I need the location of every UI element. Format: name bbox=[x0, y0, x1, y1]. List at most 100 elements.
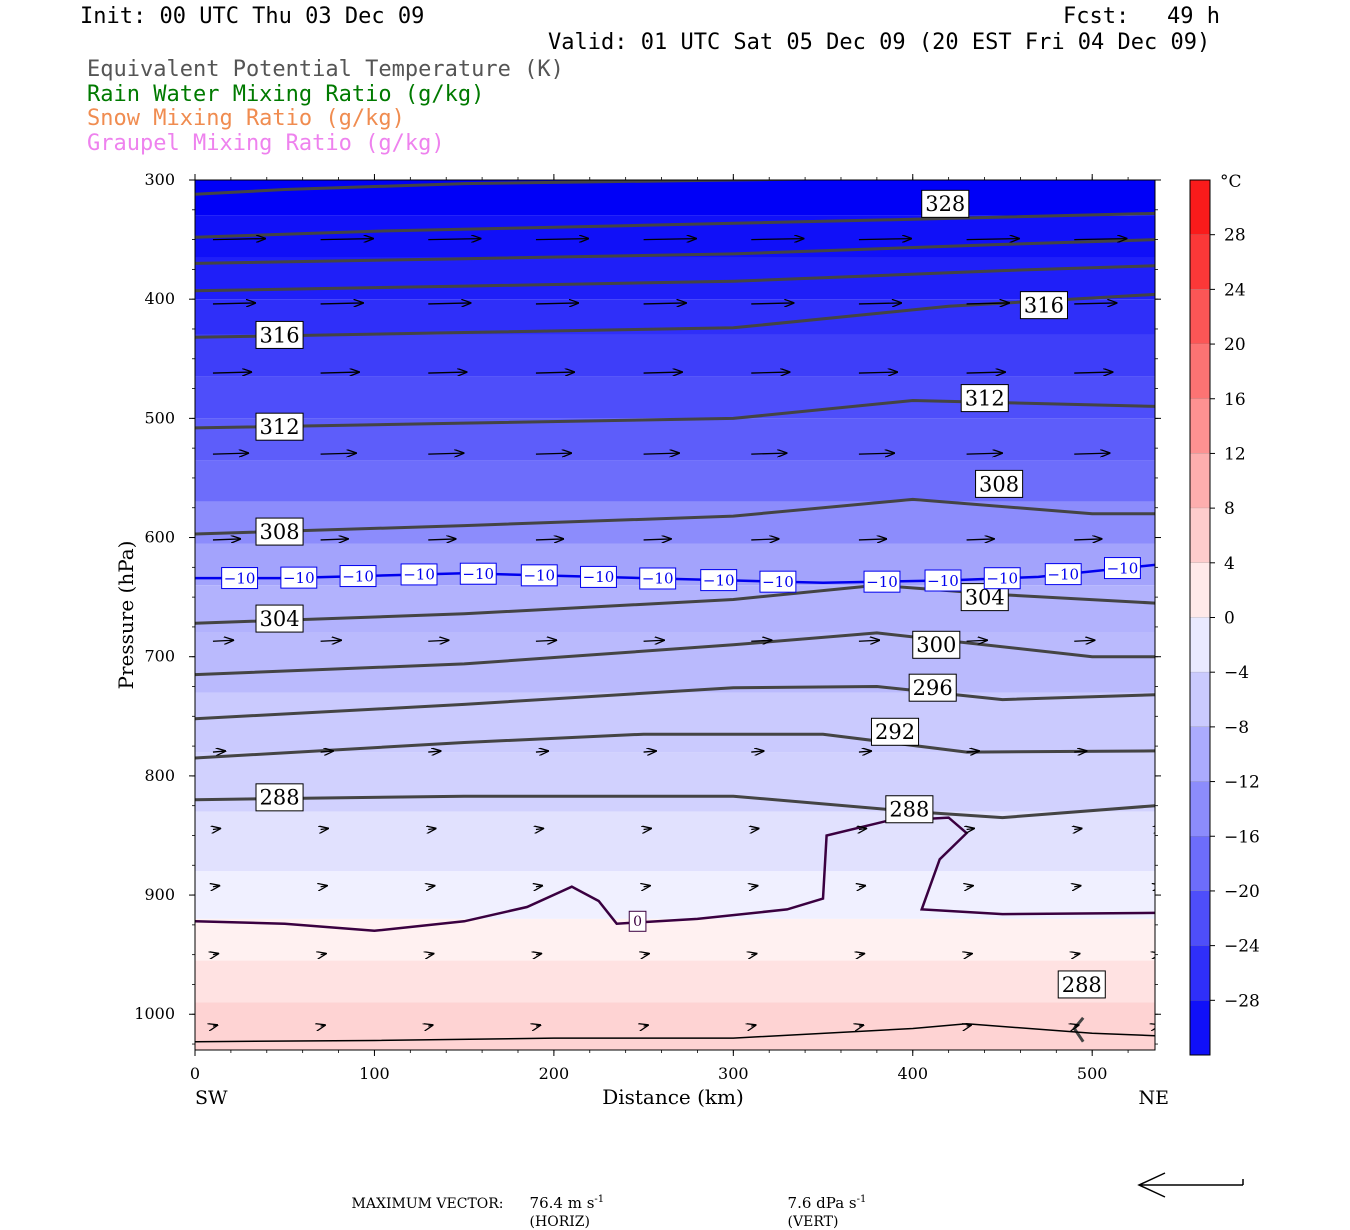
isotherm-minus10-label: −10 bbox=[342, 567, 374, 585]
max-vector-horiz-suffix: (HORIZ) bbox=[529, 1214, 590, 1230]
wind-vector bbox=[751, 954, 756, 955]
isotherm-minus10-label-box bbox=[280, 566, 318, 589]
temperature-band bbox=[195, 334, 1155, 377]
wind-vector bbox=[320, 372, 359, 373]
wind-vector bbox=[644, 1025, 648, 1026]
wind-vector bbox=[966, 453, 1002, 454]
wind-vector bbox=[643, 372, 682, 373]
isotherm-minus10-label: −10 bbox=[283, 569, 315, 587]
theta-e-label-box bbox=[255, 783, 304, 812]
wind-vector bbox=[643, 239, 696, 240]
wind-vector bbox=[1074, 640, 1094, 641]
wind-vector bbox=[643, 539, 671, 540]
temperature-band bbox=[195, 585, 1155, 633]
colorbar-label: −28 bbox=[1224, 991, 1260, 1011]
wind-vector bbox=[858, 303, 901, 304]
wind-vector bbox=[428, 453, 463, 454]
max-vector-vert: 7.6 dPa s-1 (VERT) bbox=[778, 1176, 867, 1230]
wind-vector bbox=[212, 453, 248, 454]
colorbar-segment bbox=[1190, 890, 1210, 946]
wind-vector bbox=[643, 751, 656, 752]
theta-e-contour bbox=[195, 292, 1155, 339]
x-tick-label: 0 bbox=[190, 1064, 200, 1083]
wind-vector bbox=[1074, 1025, 1078, 1026]
theta-e-label-box bbox=[885, 795, 934, 824]
wind-vector bbox=[1074, 751, 1086, 752]
y-tick-label: 700 bbox=[144, 647, 175, 666]
wind-vector bbox=[320, 453, 356, 454]
init-time: Init: 00 UTC Thu 03 Dec 09 bbox=[80, 4, 425, 29]
wind-vector bbox=[1154, 640, 1155, 642]
wind-vector bbox=[967, 886, 973, 887]
wind-vector bbox=[858, 239, 911, 240]
x-tick-label: 500 bbox=[1077, 1064, 1108, 1083]
isotherm-minus10-label-box bbox=[863, 570, 901, 593]
y-tick-label: 800 bbox=[144, 766, 175, 785]
wind-vector bbox=[751, 453, 786, 454]
isotherm-minus10-label-box bbox=[580, 565, 617, 588]
wind-vector bbox=[751, 539, 778, 540]
isotherm-minus10-label: −10 bbox=[583, 568, 615, 586]
wind-vector bbox=[859, 829, 866, 830]
colorbar-label: −8 bbox=[1224, 718, 1249, 738]
wind-vector bbox=[212, 239, 265, 240]
legend-graupel: Graupel Mixing Ratio (g/kg) bbox=[87, 131, 445, 156]
wind-vector bbox=[535, 751, 548, 752]
max-vector-horiz-value: 76.4 m s bbox=[529, 1194, 595, 1212]
colorbar-segment bbox=[1190, 1000, 1210, 1055]
isotherm-minus10-label-box bbox=[700, 569, 738, 592]
wind-vector bbox=[644, 954, 649, 955]
plot-frame bbox=[194, 179, 1156, 1051]
wind-vector bbox=[858, 751, 871, 752]
max-vector-title: MAXIMUM VECTOR: bbox=[351, 1196, 504, 1212]
colorbar-segment bbox=[1190, 781, 1210, 837]
y-tick-label: 1000 bbox=[134, 1004, 175, 1023]
wind-vector bbox=[966, 751, 979, 752]
wind-vector bbox=[644, 886, 650, 887]
wind-vector bbox=[966, 239, 1019, 240]
isotherm-minus10-label: −10 bbox=[403, 566, 435, 584]
theta-e-label-box bbox=[960, 384, 1009, 413]
wind-vector bbox=[536, 829, 543, 830]
wind-vector bbox=[859, 1025, 863, 1026]
wind-vector bbox=[858, 453, 894, 454]
y-axis-label: Pressure (hPa) bbox=[114, 541, 138, 690]
wind-vector bbox=[1155, 1025, 1159, 1026]
wind-vector bbox=[751, 751, 763, 752]
wind-vector bbox=[212, 372, 251, 373]
wind-vector bbox=[428, 372, 466, 373]
colorbar-segment bbox=[1190, 289, 1210, 345]
temperature-band bbox=[195, 257, 1155, 300]
y-tick-label: 400 bbox=[144, 289, 175, 308]
theta-e-contour bbox=[195, 583, 1155, 625]
isotherm-minus10-label: −10 bbox=[866, 573, 898, 591]
isotherm-minus10-label-box bbox=[459, 562, 497, 585]
wind-vector bbox=[1154, 539, 1155, 540]
wind-vector bbox=[966, 372, 1005, 373]
wind-vector bbox=[751, 372, 789, 373]
wind-vector bbox=[1074, 539, 1101, 540]
isotherm-minus10-label: −10 bbox=[462, 565, 494, 583]
isotherm-minus10-label-box bbox=[400, 563, 438, 586]
wind-vector bbox=[535, 453, 571, 454]
wind-vector bbox=[536, 886, 542, 887]
wind-vector bbox=[320, 303, 363, 304]
colorbar-unit: °C bbox=[1220, 172, 1242, 192]
theta-e-label: 316 bbox=[1024, 293, 1064, 317]
wind-vector bbox=[535, 372, 574, 373]
colorbar-label: 4 bbox=[1224, 554, 1235, 574]
max-vector-horiz: 76.4 m s-1 (HORIZ) bbox=[520, 1176, 605, 1230]
wind-vector bbox=[859, 954, 864, 955]
isotherm-zero-label-box bbox=[628, 910, 647, 932]
wind-vector bbox=[858, 539, 886, 540]
colorbar-label: 0 bbox=[1224, 609, 1235, 629]
max-vector-arrow-icon bbox=[1137, 1172, 1244, 1198]
max-vector-vert-value: 7.6 dPa s bbox=[787, 1194, 857, 1212]
theta-e-contour bbox=[195, 497, 1155, 536]
isotherm-minus10-label-box bbox=[639, 567, 677, 590]
wind-vector bbox=[321, 886, 327, 887]
theta-e-label: 292 bbox=[875, 720, 915, 744]
theta-e-label: 296 bbox=[913, 676, 953, 700]
theta-e-label-box bbox=[975, 469, 1024, 498]
